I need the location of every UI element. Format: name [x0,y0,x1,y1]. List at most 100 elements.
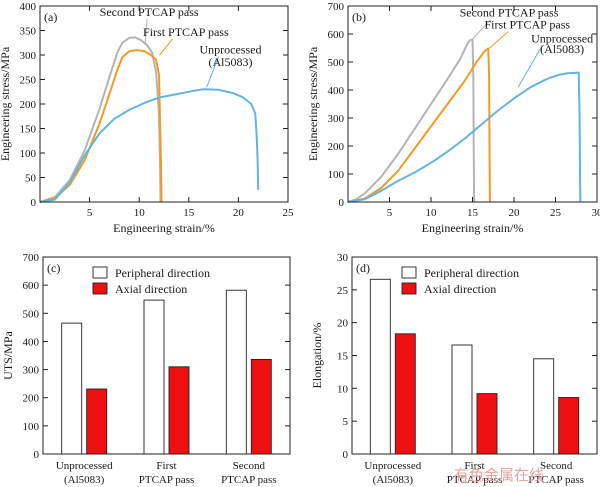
x-tick-label-b-0: 5 [387,207,393,219]
annotation-a-2: Unprocessed [199,43,261,57]
bar-d-2-0 [533,358,555,455]
legend-swatch-d-1 [401,282,417,295]
y-tick-label-a-0: 0 [31,197,37,209]
category-label-c-2-1: PTCAP pass [221,474,277,486]
y-tick-label-d-5: 25 [337,285,349,297]
annotation-leader-b-2 [517,45,543,88]
chart-panel-c: Unprocessed (Al5083) First PTCAP pass Second… [1,252,291,486]
category-label-c-0-0: Unprocessed [56,460,113,472]
bar-d-1-0 [451,344,473,455]
y-tick-label-b-0: 0 [339,197,345,209]
y-tick-label-a-7: 350 [20,26,37,38]
series-line-a-1 [39,49,163,203]
category-label-c-0-1: (Al5083) [64,474,105,486]
legend-swatch-c-0 [92,266,108,279]
x-tick-label-b-5: 30 [592,207,600,219]
bar-c-1-1 [168,366,190,455]
legend-label-d-0: Peripheral direction [424,266,519,280]
plot-frame-c [42,256,291,455]
y-tick-label-b-2: 200 [328,141,345,153]
legend-label-c-1: Axial direction [115,282,187,296]
y-tick-label-b-6: 600 [328,29,345,41]
x-tick-label-b-4: 25 [550,207,562,219]
y-tick-label-a-6: 300 [20,50,37,62]
panel-label-d: (d) [356,261,370,275]
y-tick-label-b-4: 400 [328,85,345,97]
y-tick-label-d-6: 30 [337,252,349,264]
y-tick-label-a-2: 100 [20,148,37,160]
panel-label-a: (a) [44,10,57,24]
bar-c-2-0 [225,289,247,455]
y-tick-label-c-7: 700 [23,252,40,264]
legend-swatch-c-1 [92,282,108,295]
category-label-c-1-1: PTCAP pass [139,474,195,486]
bar-c-1-0 [143,299,165,455]
annotation-a-3: (Al5083) [208,55,252,69]
legend-swatch-d-0 [401,266,417,279]
y-tick-label-b-7: 700 [328,1,345,13]
y-tick-label-d-0: 0 [343,449,349,461]
y-tick-label-a-3: 150 [20,124,37,136]
category-label-c-1-0: First [156,460,176,472]
chart-panel-a: 5 10 15 20 25050100150200250300350400Enginee… [0,1,294,235]
annotation-leader-a-2 [206,56,220,88]
x-tick-label-b-3: 20 [509,207,521,219]
x-tick-label-a-1: 10 [134,207,146,219]
y-tick-label-b-3: 300 [328,113,345,125]
annotation-b-3: (Al5083) [540,42,584,56]
bar-d-0-1 [394,333,416,455]
series-line-a-2 [39,88,260,203]
y-tick-label-d-3: 15 [337,351,349,363]
y-tick-label-d-4: 20 [337,318,349,330]
y-tick-label-a-5: 250 [20,75,37,87]
bar-c-0-1 [86,388,108,455]
y-tick-label-c-4: 400 [23,336,40,348]
x-tick-label-a-2: 15 [183,207,195,219]
category-label-c-2-0: Second [233,460,266,472]
y-axis-label-c: UTS/MPa [1,330,15,379]
panel-label-c: (c) [47,261,60,275]
x-tick-label-a-4: 25 [283,207,295,219]
y-tick-label-b-5: 500 [328,57,345,69]
bar-d-0-0 [369,278,391,455]
watermark: 有色金属在线 [454,466,544,484]
annotation-b-2: Unprocessed [531,32,593,46]
series-line-b-2 [347,71,582,203]
annotation-leader-a-1 [159,38,174,56]
category-label-d-0-1: (Al5083) [373,474,414,486]
annotation-a-0: Second PTCAP pass [100,5,199,19]
bar-c-2-1 [250,358,272,455]
bar-d-2-1 [558,397,580,455]
annotation-a-1: First PTCAP pass [143,25,229,39]
category-label-d-0-0: Unprocessed [364,460,421,472]
y-axis-label-b: Engineering stress/MPa [306,46,320,161]
y-tick-label-a-4: 200 [20,99,37,111]
bar-c-0-0 [61,322,83,455]
x-tick-label-a-0: 5 [87,207,93,219]
y-tick-label-c-0: 0 [34,449,40,461]
x-axis-label-b: Engineering strain/% [422,221,524,235]
series-line-b-0 [347,38,476,203]
annotation-b-1: First PTCAP pass [484,18,570,32]
panel-label-b: (b) [352,10,366,24]
y-tick-label-a-8: 400 [20,1,37,13]
y-tick-label-c-3: 300 [23,365,40,377]
y-tick-label-c-6: 600 [23,280,40,292]
category-label-d-1-0: First [464,460,484,472]
y-tick-label-d-1: 5 [343,416,349,428]
category-label-d-1-1: PTCAP pass [447,474,503,486]
y-tick-label-c-2: 200 [23,393,40,405]
legend-label-c-0: Peripheral direction [115,266,210,280]
y-axis-label-d: Elongation/% [310,323,324,389]
x-axis-label-a: Engineering strain/% [113,221,215,235]
annotation-b-0: Second PTCAP pass [460,6,559,20]
annotation-leader-b-0 [472,19,492,40]
chart-panel-b: 5 10 15 20 25 300100200300400500600700Enginee… [306,1,600,235]
x-tick-label-b-2: 15 [467,207,479,219]
x-tick-label-b-1: 10 [426,207,438,219]
y-tick-label-c-5: 500 [23,308,40,320]
y-tick-label-c-1: 100 [23,421,40,433]
legend-label-d-1: Axial direction [424,282,496,296]
y-tick-label-b-1: 100 [328,169,345,181]
